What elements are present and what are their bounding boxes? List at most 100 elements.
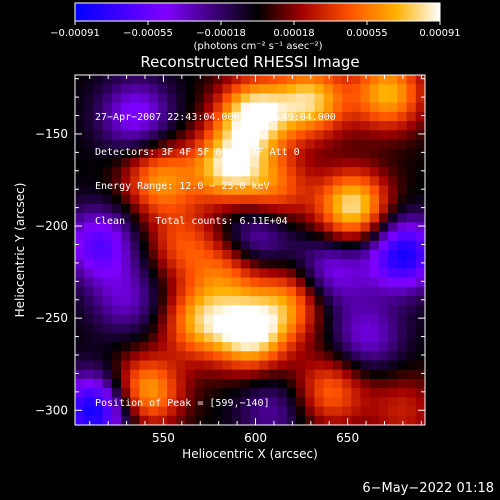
image-pixel [277, 332, 288, 343]
image-pixel [148, 231, 159, 242]
image-pixel [157, 222, 168, 232]
image-pixel [332, 121, 343, 131]
image-pixel [415, 342, 425, 352]
image-pixel [102, 369, 113, 380]
image-pixel [314, 378, 325, 389]
image-pixel [213, 222, 223, 232]
image-pixel [286, 93, 297, 104]
image-pixel [323, 305, 334, 315]
image-pixel [176, 323, 186, 334]
image-pixel [268, 277, 279, 288]
image-pixel [323, 406, 334, 417]
image-pixel [111, 332, 122, 343]
image-pixel [415, 176, 425, 186]
image-pixel [185, 305, 196, 315]
image-pixel [157, 93, 168, 104]
image-pixel [406, 222, 417, 232]
image-pixel [185, 148, 196, 159]
image-pixel [139, 305, 150, 315]
image-pixel [305, 130, 315, 140]
image-pixel [296, 397, 306, 407]
image-pixel [130, 194, 140, 205]
image-pixel [139, 222, 150, 232]
image-pixel [222, 93, 232, 104]
image-pixel [93, 369, 104, 380]
image-pixel [148, 93, 159, 104]
image-pixel [213, 75, 223, 85]
image-pixel [378, 176, 389, 186]
image-pixel [102, 75, 113, 85]
image-pixel [397, 305, 407, 315]
image-pixel [157, 148, 168, 159]
image-pixel [203, 351, 214, 361]
image-pixel [84, 277, 94, 288]
image-pixel [93, 388, 104, 398]
image-pixel [259, 222, 269, 232]
image-pixel [75, 259, 85, 269]
image-pixel [259, 268, 269, 279]
image-pixel [84, 121, 94, 131]
image-pixel [268, 102, 279, 113]
image-pixel [351, 342, 361, 352]
image-pixel [111, 111, 122, 122]
image-pixel [148, 130, 159, 140]
image-pixel [406, 323, 417, 334]
image-pixel [351, 286, 361, 297]
image-pixel [75, 332, 85, 343]
image-pixel [203, 203, 214, 214]
image-pixel [148, 397, 159, 407]
image-pixel [323, 194, 334, 205]
image-pixel [157, 240, 168, 251]
image-pixel [296, 351, 306, 361]
image-pixel [397, 176, 407, 186]
image-pixel [194, 397, 205, 407]
image-pixel [231, 111, 242, 122]
image-pixel [111, 203, 122, 214]
image-pixel [222, 388, 232, 398]
image-pixel [121, 360, 131, 371]
image-pixel [296, 360, 306, 371]
image-pixel [305, 139, 315, 150]
image-pixel [305, 415, 315, 425]
image-pixel [75, 342, 85, 352]
image-pixel [259, 415, 269, 425]
image-pixel [222, 323, 232, 334]
image-pixel [167, 277, 177, 288]
image-pixel [194, 250, 205, 260]
image-pixel [369, 130, 380, 140]
image-pixel [213, 102, 223, 113]
image-pixel [102, 397, 113, 407]
image-pixel [176, 213, 186, 223]
image-pixel [93, 185, 104, 196]
colorbar-tick-label: −0.00055 [123, 28, 173, 39]
image-pixel [176, 130, 186, 140]
image-pixel [240, 240, 251, 251]
image-pixel [369, 157, 380, 168]
image-pixel [111, 75, 122, 85]
image-pixel [388, 259, 398, 269]
image-pixel [378, 185, 389, 196]
image-pixel [185, 139, 196, 150]
image-pixel [222, 360, 232, 371]
image-pixel [332, 231, 343, 242]
image-pixel [332, 75, 343, 85]
image-pixel [93, 378, 104, 389]
x-tick-label: 600 [244, 431, 267, 445]
image-pixel [332, 286, 343, 297]
image-pixel [203, 84, 214, 94]
image-pixel [388, 342, 398, 352]
image-pixel [240, 314, 251, 325]
image-pixel [296, 213, 306, 223]
image-pixel [203, 378, 214, 389]
image-pixel [397, 102, 407, 113]
image-pixel [167, 102, 177, 113]
image-pixel [240, 305, 251, 315]
image-pixel [139, 240, 150, 251]
image-pixel [111, 342, 122, 352]
image-pixel [397, 84, 407, 94]
image-pixel [139, 121, 150, 131]
image-pixel [111, 176, 122, 186]
image-pixel [157, 259, 168, 269]
image-pixel [139, 213, 150, 223]
image-pixel [231, 139, 242, 150]
